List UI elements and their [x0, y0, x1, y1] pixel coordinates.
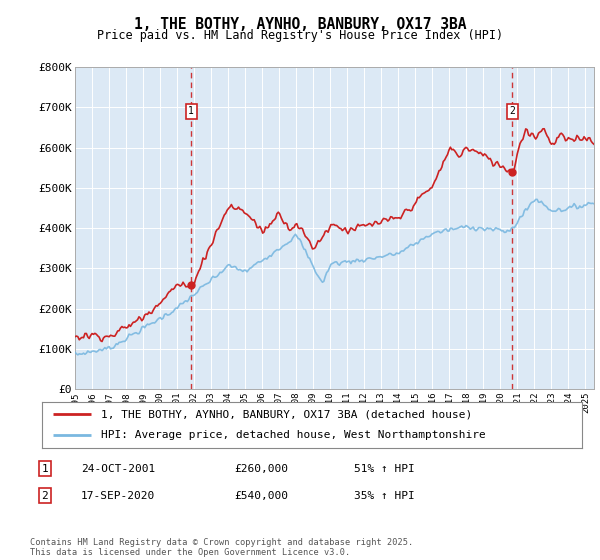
- Text: 2: 2: [41, 491, 49, 501]
- Text: Price paid vs. HM Land Registry's House Price Index (HPI): Price paid vs. HM Land Registry's House …: [97, 29, 503, 42]
- Text: 1, THE BOTHY, AYNHO, BANBURY, OX17 3BA: 1, THE BOTHY, AYNHO, BANBURY, OX17 3BA: [134, 17, 466, 32]
- Text: 1, THE BOTHY, AYNHO, BANBURY, OX17 3BA (detached house): 1, THE BOTHY, AYNHO, BANBURY, OX17 3BA (…: [101, 409, 473, 419]
- Text: 1: 1: [188, 106, 194, 116]
- Text: 51% ↑ HPI: 51% ↑ HPI: [354, 464, 415, 474]
- Text: HPI: Average price, detached house, West Northamptonshire: HPI: Average price, detached house, West…: [101, 431, 486, 441]
- Text: Contains HM Land Registry data © Crown copyright and database right 2025.
This d: Contains HM Land Registry data © Crown c…: [30, 538, 413, 557]
- Text: 1: 1: [41, 464, 49, 474]
- Text: £540,000: £540,000: [234, 491, 288, 501]
- Text: 35% ↑ HPI: 35% ↑ HPI: [354, 491, 415, 501]
- Text: 2: 2: [509, 106, 515, 116]
- Text: £260,000: £260,000: [234, 464, 288, 474]
- Text: 17-SEP-2020: 17-SEP-2020: [81, 491, 155, 501]
- Text: 24-OCT-2001: 24-OCT-2001: [81, 464, 155, 474]
